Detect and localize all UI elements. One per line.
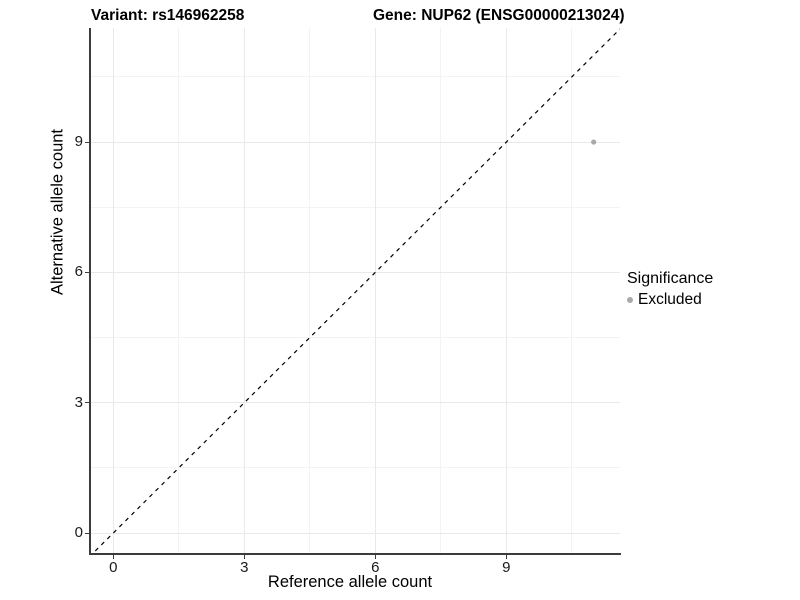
legend-title: Significance <box>627 270 714 287</box>
x-tick-mark <box>374 555 376 559</box>
y-tick-label: 3 <box>74 393 83 411</box>
x-minor-gridline <box>440 28 442 555</box>
x-axis-line <box>89 553 621 555</box>
x-major-gridline <box>505 28 507 555</box>
y-minor-gridline <box>91 76 620 78</box>
y-major-gridline <box>91 402 620 404</box>
y-axis-line <box>89 28 91 555</box>
y-major-gridline <box>91 141 620 143</box>
x-major-gridline <box>112 28 114 555</box>
identity-dashed-line <box>91 28 620 555</box>
plot-area <box>91 28 620 555</box>
data-points <box>591 139 597 145</box>
y-tick-label: 9 <box>74 133 83 151</box>
x-tick-mark <box>112 555 114 559</box>
x-minor-gridline <box>178 28 180 555</box>
legend-item-label: Excluded <box>638 291 702 308</box>
y-tick-mark <box>85 141 89 143</box>
x-axis-title: Reference allele count <box>267 573 433 591</box>
x-tick-mark <box>243 555 245 559</box>
x-tick-label: 0 <box>109 559 118 576</box>
x-minor-gridline <box>571 28 573 555</box>
legend: Significance Excluded <box>627 270 713 309</box>
x-tick-mark <box>505 555 507 559</box>
y-tick-mark <box>85 271 89 273</box>
x-major-gridline <box>374 28 376 555</box>
y-tick-mark <box>85 402 89 404</box>
x-tick-label: 3 <box>240 559 249 576</box>
plot-title-gene: Gene: NUP62 (ENSG00000213024) <box>373 7 625 24</box>
legend-item-excluded: Excluded <box>627 291 713 309</box>
x-minor-gridline <box>309 28 311 555</box>
y-tick-mark <box>85 532 89 534</box>
y-major-gridline <box>91 532 620 534</box>
y-major-gridline <box>91 271 620 273</box>
x-major-gridline <box>243 28 245 555</box>
y-tick-label: 6 <box>74 263 83 281</box>
legend-point-swatch <box>627 297 633 303</box>
x-tick-label: 6 <box>371 559 380 576</box>
x-tick-label: 9 <box>502 559 511 576</box>
y-minor-gridline <box>91 467 620 469</box>
y-minor-gridline <box>91 206 620 208</box>
y-tick-label: 0 <box>74 524 83 541</box>
y-minor-gridline <box>91 337 620 339</box>
scatter-point <box>591 139 597 145</box>
plot-title-variant: Variant: rs146962258 <box>91 7 245 24</box>
